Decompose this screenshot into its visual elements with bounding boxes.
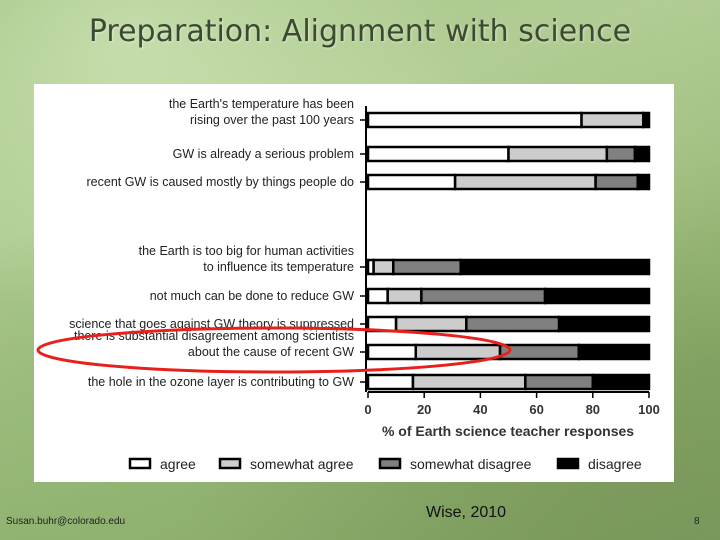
x-tick-label: 60	[529, 402, 543, 417]
x-tick-label: 0	[364, 402, 371, 417]
bar-segment-somewhat-agree	[394, 315, 468, 333]
bar-segment-somewhat-disagree	[420, 287, 547, 305]
bar-segment-disagree	[642, 111, 651, 129]
bar-segment-disagree	[633, 145, 651, 163]
bar-segment-somewhat-disagree	[524, 373, 595, 391]
chart-panel: the Earth's temperature has been rising o…	[34, 84, 674, 482]
legend-swatch-somewhat-disagree	[378, 457, 402, 470]
footer-citation: Wise, 2010	[426, 504, 507, 521]
x-tick-label: 80	[586, 402, 600, 417]
bar-segment-somewhat-agree	[411, 373, 527, 391]
bar-segment-disagree	[543, 287, 651, 305]
bar-segment-somewhat-agree	[453, 173, 597, 191]
legend-swatch-disagree	[556, 457, 580, 470]
bar-segment-somewhat-disagree	[594, 173, 640, 191]
bar-segment-somewhat-agree	[414, 343, 502, 361]
category-label: the Earth is too big for human activitie…	[139, 244, 354, 258]
x-axis-label: % of Earth science teacher responses	[382, 423, 634, 439]
bar-segment-somewhat-disagree	[498, 343, 581, 361]
category-label: there is substantial disagreement among …	[74, 329, 354, 343]
x-tick-label: 40	[473, 402, 487, 417]
bar-segment-disagree	[636, 173, 651, 191]
bar-segment-somewhat-agree	[386, 287, 423, 305]
bar-segment-somewhat-disagree	[392, 258, 462, 276]
x-tick-label: 20	[417, 402, 431, 417]
legend-label-disagree: disagree	[588, 456, 642, 472]
category-label: recent GW is caused mostly by things peo…	[87, 175, 355, 189]
bar-segment-somewhat-disagree	[605, 145, 637, 163]
x-tick-label: 100	[638, 402, 660, 417]
bar-segment-disagree	[557, 315, 651, 333]
stacked-bar-chart: the Earth's temperature has been rising o…	[36, 97, 660, 472]
bar-segment-agree	[366, 373, 415, 391]
page-number: 8	[694, 516, 700, 527]
bar-segment-somewhat-agree	[507, 145, 609, 163]
bar-segment-somewhat-agree	[580, 111, 645, 129]
annotation-ellipse	[36, 326, 512, 374]
legend-label-somewhat-disagree: somewhat disagree	[410, 456, 532, 472]
legend-label-agree: agree	[160, 456, 196, 472]
bar-segment-agree	[366, 111, 583, 129]
legend-label-somewhat-agree: somewhat agree	[250, 456, 354, 472]
category-label: the Earth's temperature has been	[169, 97, 354, 111]
bar-segment-agree	[366, 343, 418, 361]
category-label: to influence its temperature	[203, 260, 354, 274]
category-label: GW is already a serious problem	[173, 147, 354, 161]
bar-segment-somewhat-disagree	[465, 315, 561, 333]
category-label: not much can be done to reduce GW	[150, 289, 354, 303]
bar-segment-agree	[366, 173, 457, 191]
footer-email: Susan.buhr@colorado.edu	[6, 516, 126, 527]
category-label: the hole in the ozone layer is contribut…	[88, 375, 354, 389]
bar-segment-disagree	[591, 373, 651, 391]
bar-segment-agree	[366, 287, 389, 305]
category-label: rising over the past 100 years	[190, 113, 354, 127]
legend-swatch-agree	[128, 457, 152, 470]
bar-segment-agree	[366, 145, 510, 163]
bar-segment-somewhat-agree	[372, 258, 395, 276]
legend-swatch-somewhat-agree	[218, 457, 242, 470]
slide-title: Preparation: Alignment with science	[88, 14, 632, 49]
category-label: about the cause of recent GW	[188, 345, 354, 359]
bar-segment-disagree	[577, 343, 651, 361]
bar-segment-disagree	[459, 258, 651, 276]
